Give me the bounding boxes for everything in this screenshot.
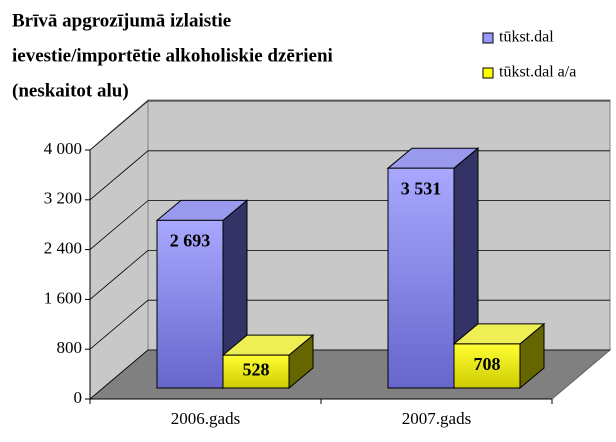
bar-front [387,167,455,389]
bar [221,334,315,390]
y-tick-label: 0 [74,388,83,407]
chart-title: (neskaitot alu) [12,80,129,101]
x-tick-label: 2006.gads [171,409,240,428]
legend-swatch [482,67,494,79]
bar-front [156,219,224,389]
side-wall [89,98,149,401]
y-tick-label: 2 400 [44,239,82,258]
legend-label: tūkst.dal a/a [499,64,576,81]
grid-line [89,100,610,151]
data-label: 528 [243,360,270,380]
data-label: 708 [474,354,501,374]
chart-title: Brīvā apgrozījumā izlaistie [12,10,231,31]
legend-swatch [482,32,494,44]
bar [452,322,546,390]
legend-label: tūkst.dal [499,29,554,46]
bar-front [453,343,521,389]
x-tick-label: 2007.gads [402,409,471,428]
y-tick-label: 3 200 [44,189,82,208]
bar [155,199,249,390]
y-tick-label: 800 [57,338,83,357]
data-label: 2 693 [170,230,211,250]
y-tick-label: 4 000 [44,139,82,158]
data-label: 3 531 [401,178,442,198]
y-tick-label: 1 600 [44,288,82,307]
chart-title: ievestie/importētie alkoholiskie dzērien… [12,45,333,66]
bar [386,147,480,390]
bar-front [222,354,290,389]
